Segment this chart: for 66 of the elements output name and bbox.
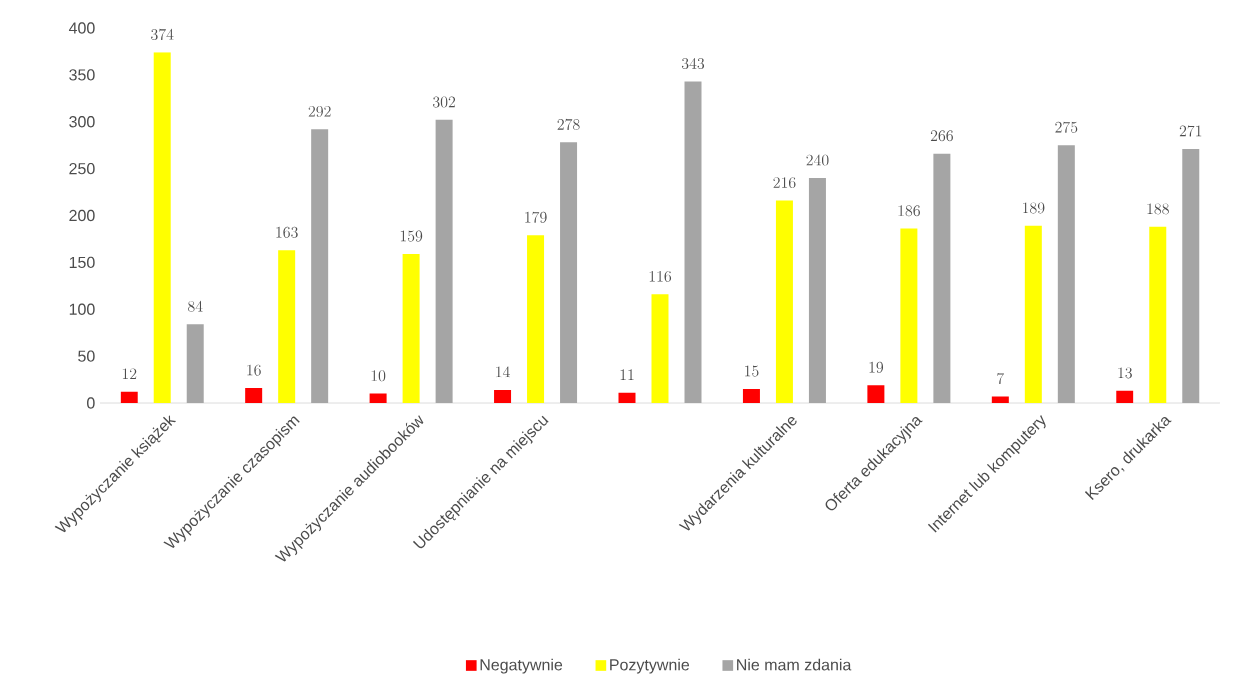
y-tick-label: 50 <box>78 350 95 362</box>
y-tick-label: 150 <box>69 256 95 269</box>
y-tick-label: 100 <box>69 303 95 315</box>
data-label: 116 <box>649 270 672 282</box>
data-label: 13 <box>1118 367 1132 379</box>
bar <box>278 250 296 403</box>
data-label: 12 <box>122 368 137 380</box>
data-label: 188 <box>1147 203 1169 215</box>
y-tick-label: 300 <box>69 116 95 128</box>
data-label: 189 <box>1023 202 1045 214</box>
y-tick-label: 200 <box>69 209 95 222</box>
bar <box>933 153 951 403</box>
bar <box>153 52 171 403</box>
data-label: 159 <box>400 230 423 242</box>
bar <box>867 385 885 403</box>
data-label: 84 <box>188 300 203 312</box>
data-label: 163 <box>276 226 298 238</box>
data-label: 7 <box>997 372 1004 385</box>
bar <box>1057 145 1075 403</box>
data-label: 15 <box>745 365 759 377</box>
bar <box>435 119 453 403</box>
bar <box>808 178 826 403</box>
data-label: 240 <box>806 154 829 166</box>
bar <box>560 142 578 403</box>
legend-label: Nie mam zdania <box>737 658 852 671</box>
bar <box>369 393 387 403</box>
bar <box>494 389 512 403</box>
data-label: 275 <box>1055 121 1078 133</box>
bar <box>684 81 702 403</box>
data-label: 278 <box>557 118 580 130</box>
bar <box>245 388 263 403</box>
y-tick-label: 350 <box>69 69 95 81</box>
bar <box>1024 225 1042 403</box>
legend-label: Pozytywnie <box>610 658 690 674</box>
data-label: 14 <box>496 366 510 378</box>
data-label: 292 <box>308 105 331 117</box>
data-label: 186 <box>898 205 920 217</box>
bar <box>1182 148 1200 403</box>
data-label: 179 <box>525 211 547 223</box>
y-tick-label: 0 <box>87 397 95 409</box>
bar <box>775 200 793 403</box>
data-label: 19 <box>869 361 884 373</box>
bar <box>120 391 138 403</box>
data-label: 302 <box>433 96 456 108</box>
y-tick-label: 250 <box>69 162 95 175</box>
legend-label: Negatywnie <box>480 658 563 674</box>
data-label: 16 <box>247 364 261 376</box>
data-label: 271 <box>1179 125 1202 137</box>
bar <box>1149 226 1167 403</box>
bar <box>1116 390 1134 403</box>
bar <box>311 129 329 403</box>
data-label: 11 <box>620 369 634 380</box>
data-label: 374 <box>151 28 174 40</box>
bar <box>186 324 204 403</box>
bar <box>618 392 636 403</box>
y-tick-label: 400 <box>68 22 95 34</box>
data-label: 343 <box>681 57 705 70</box>
bar <box>527 235 545 403</box>
bar <box>742 388 760 403</box>
data-label: 266 <box>930 130 953 142</box>
bar <box>651 294 669 403</box>
bar <box>991 396 1009 403</box>
bar <box>900 228 918 403</box>
data-label: 10 <box>371 370 386 382</box>
bar <box>402 253 420 403</box>
data-label: 216 <box>773 177 796 189</box>
